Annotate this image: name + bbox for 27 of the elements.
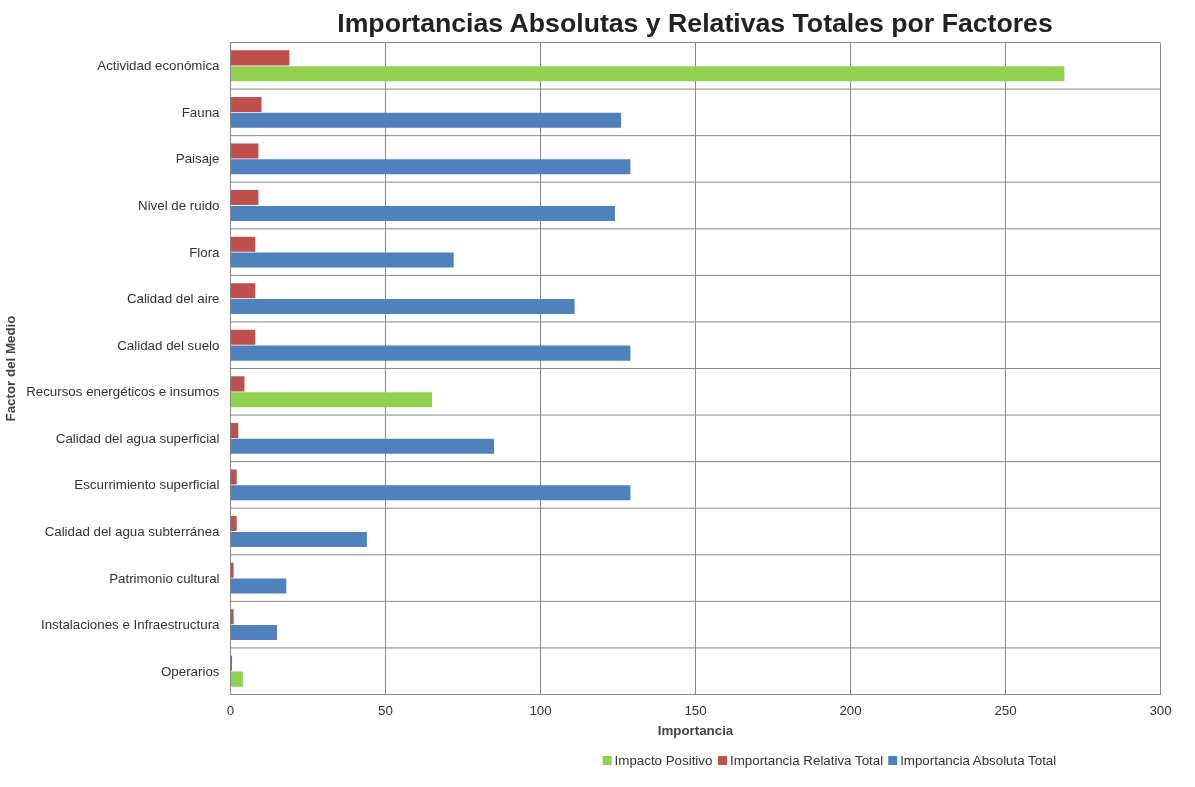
y-tick-label: Instalaciones e Infraestructura — [40, 617, 221, 633]
y-tick-label: Flora — [189, 244, 221, 260]
x-tick-label: 300 — [1149, 702, 1172, 718]
legend-label: Importancia Absoluta Total — [900, 753, 1057, 768]
x-tick-label: 0 — [226, 702, 235, 718]
x-tick-label: 200 — [839, 702, 862, 718]
y-tick-label: Calidad del aire — [126, 291, 220, 307]
y-tick-label: Calidad del suelo — [117, 337, 220, 353]
legend-label: Impacto Positivo — [614, 753, 713, 768]
y-tick-label: Fauna — [181, 104, 221, 120]
chart-title: Importancias Absolutas y Relativas Totales por Factores — [337, 7, 1053, 38]
y-axis-title: Factor del Medio — [3, 315, 19, 422]
x-tick-label: 250 — [994, 702, 1017, 718]
y-tick-label: Operarios — [160, 663, 220, 679]
x-tick-label: 100 — [529, 702, 552, 718]
y-tick-label: Recursos energéticos e insumos — [26, 384, 220, 400]
x-tick-label: 50 — [378, 702, 393, 718]
y-tick-label: Calidad del agua superficial — [55, 430, 220, 446]
x-axis-title: Importancia — [657, 722, 734, 738]
legend-label: Importancia Relativa Total — [730, 753, 884, 768]
x-tick-label: 150 — [684, 702, 707, 718]
y-tick-label: Calidad del agua subterránea — [44, 524, 221, 539]
y-tick-label: Actividad económica — [97, 58, 221, 74]
y-tick-label: Patrimonio cultural — [109, 570, 220, 586]
y-tick-label: Nivel de ruido — [138, 198, 220, 213]
y-tick-label: Escurrimiento superficial — [74, 477, 220, 493]
y-tick-label: Paisaje — [175, 151, 220, 167]
